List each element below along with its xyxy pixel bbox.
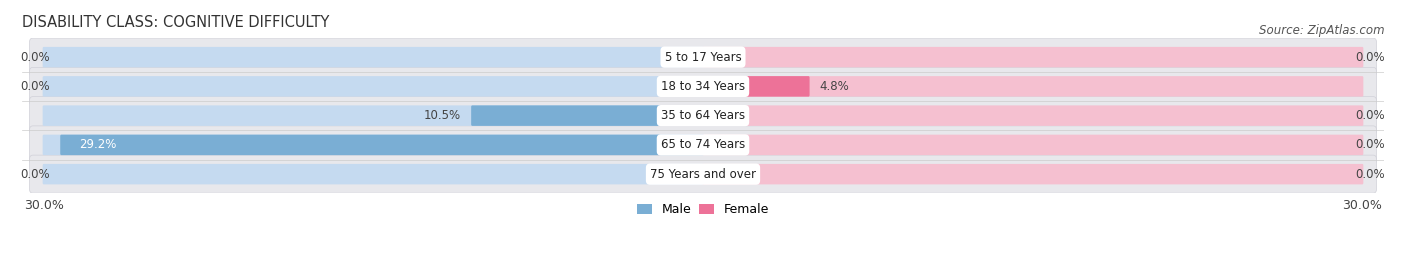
FancyBboxPatch shape [60,135,704,155]
FancyBboxPatch shape [42,47,704,67]
Text: 5 to 17 Years: 5 to 17 Years [665,51,741,64]
Text: 0.0%: 0.0% [1355,168,1385,181]
FancyBboxPatch shape [42,135,704,155]
FancyBboxPatch shape [30,38,1376,76]
FancyBboxPatch shape [702,164,1364,184]
Legend: Male, Female: Male, Female [631,198,775,221]
FancyBboxPatch shape [30,126,1376,164]
FancyBboxPatch shape [702,76,810,97]
Text: 35 to 64 Years: 35 to 64 Years [661,109,745,122]
Text: 0.0%: 0.0% [21,80,51,93]
FancyBboxPatch shape [702,47,1364,67]
FancyBboxPatch shape [471,105,704,126]
Text: 0.0%: 0.0% [21,168,51,181]
FancyBboxPatch shape [30,97,1376,135]
Text: 4.8%: 4.8% [820,80,849,93]
FancyBboxPatch shape [30,155,1376,193]
FancyBboxPatch shape [702,135,1364,155]
FancyBboxPatch shape [30,67,1376,105]
FancyBboxPatch shape [702,76,1364,97]
Text: 10.5%: 10.5% [425,109,461,122]
Text: 0.0%: 0.0% [1355,51,1385,64]
Text: 29.2%: 29.2% [79,138,117,151]
Text: Source: ZipAtlas.com: Source: ZipAtlas.com [1260,24,1385,37]
Text: DISABILITY CLASS: COGNITIVE DIFFICULTY: DISABILITY CLASS: COGNITIVE DIFFICULTY [21,15,329,30]
FancyBboxPatch shape [42,164,704,184]
FancyBboxPatch shape [702,105,1364,126]
FancyBboxPatch shape [42,105,704,126]
Text: 0.0%: 0.0% [1355,109,1385,122]
Text: 0.0%: 0.0% [21,51,51,64]
Text: 0.0%: 0.0% [1355,138,1385,151]
FancyBboxPatch shape [42,76,704,97]
Text: 18 to 34 Years: 18 to 34 Years [661,80,745,93]
Text: 75 Years and over: 75 Years and over [650,168,756,181]
Text: 65 to 74 Years: 65 to 74 Years [661,138,745,151]
